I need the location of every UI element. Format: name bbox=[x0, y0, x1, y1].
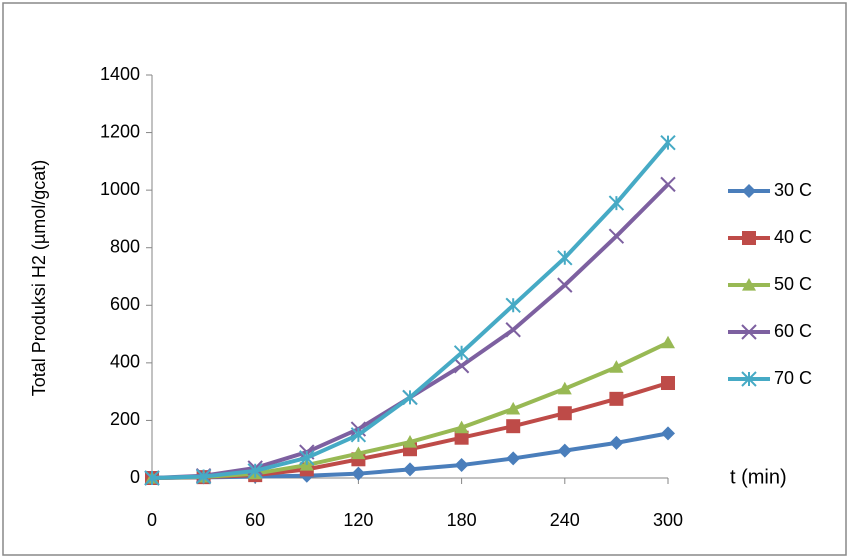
y-tick-label: 200 bbox=[110, 409, 140, 429]
marker bbox=[661, 376, 675, 390]
y-tick-label: 1200 bbox=[100, 121, 140, 141]
x-tick-label: 60 bbox=[245, 510, 265, 530]
marker bbox=[558, 406, 572, 420]
x-tick-label: 0 bbox=[147, 510, 157, 530]
y-tick-label: 600 bbox=[110, 294, 140, 314]
y-tick-label: 800 bbox=[110, 236, 140, 256]
marker bbox=[742, 231, 756, 245]
marker bbox=[609, 392, 623, 406]
x-tick-label: 120 bbox=[343, 510, 373, 530]
legend-label: 70 C bbox=[774, 368, 812, 388]
chart: Total Produksi H2 (µmol/gcat) t (min) 0 2… bbox=[0, 0, 849, 558]
legend-label: 40 C bbox=[774, 227, 812, 247]
y-tick-label: 0 bbox=[130, 467, 140, 487]
legend-label: 30 C bbox=[774, 180, 812, 200]
x-tick-label: 180 bbox=[447, 510, 477, 530]
marker bbox=[506, 419, 520, 433]
y-axis-label: Total Produksi H2 (µmol/gcat) bbox=[29, 160, 49, 396]
y-tick-label: 1000 bbox=[100, 179, 140, 199]
x-tick-label: 300 bbox=[653, 510, 683, 530]
x-axis-label: t (min) bbox=[730, 466, 787, 488]
legend-label: 50 C bbox=[774, 274, 812, 294]
legend-label: 60 C bbox=[774, 321, 812, 341]
y-tick-label: 400 bbox=[110, 352, 140, 372]
page: {"chart_data": {"type": "line", "xlabel"… bbox=[0, 0, 849, 558]
x-tick-label: 240 bbox=[550, 510, 580, 530]
y-tick-label: 1400 bbox=[100, 64, 140, 84]
